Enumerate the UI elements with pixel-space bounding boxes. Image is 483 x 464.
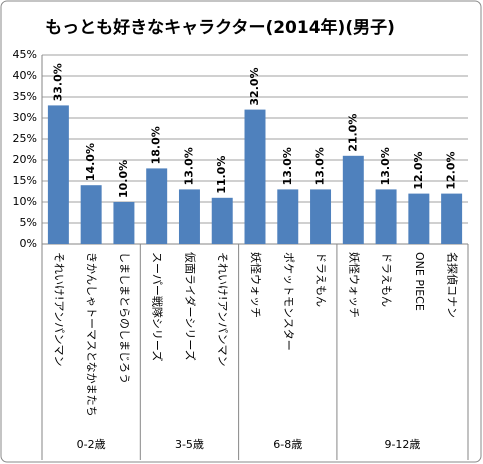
x-tick-label: ドラえもん	[315, 252, 328, 307]
y-tick-label: 15%	[13, 174, 37, 187]
y-tick-label: 40%	[13, 69, 37, 82]
value-label: 13.0%	[182, 147, 195, 185]
bar	[146, 168, 168, 244]
value-label: 10.0%	[117, 160, 130, 198]
bar	[47, 105, 69, 245]
x-tick-label: きかんしゃトーマスとなかまたち	[85, 252, 98, 417]
y-tick-label: 30%	[13, 111, 37, 124]
x-tick-label: それいけ!アンパンマン	[216, 252, 229, 367]
value-label: 21.0%	[346, 114, 359, 152]
value-label: 12.0%	[445, 151, 458, 189]
x-tick-label: ドラえもん	[380, 252, 393, 307]
y-tick-label: 0%	[20, 237, 37, 250]
y-tick-label: 25%	[13, 132, 37, 145]
bar	[277, 189, 299, 244]
x-tick-label: 妖怪ウォッチ	[249, 252, 263, 318]
value-label: 13.0%	[379, 147, 392, 185]
x-tick-label: 名探偵コナン	[446, 252, 460, 318]
value-label: 13.0%	[314, 147, 327, 185]
group-label: 6-8歳	[273, 438, 302, 451]
y-tick-label: 35%	[13, 90, 37, 103]
value-label: 33.0%	[51, 63, 64, 101]
x-tick-label: ONE PIECE	[413, 252, 426, 311]
value-label: 18.0%	[150, 126, 163, 164]
value-label: 12.0%	[412, 151, 425, 189]
x-tick-label: ポケットモンスター	[282, 252, 295, 351]
bar	[375, 189, 397, 244]
bar	[342, 155, 364, 244]
chart-title: もっとも好きなキャラクター(2014年)(男子)	[45, 17, 395, 38]
x-tick-label: しましまとらのしまじろう	[118, 252, 131, 384]
y-tick-label: 45%	[13, 48, 37, 61]
value-label: 11.0%	[215, 156, 228, 194]
bar	[244, 109, 266, 244]
x-tick-label: 仮面ライダーシリーズ	[183, 252, 197, 361]
bar	[408, 193, 430, 244]
bar	[178, 189, 200, 244]
x-tick-label: スーパー戦隊シリーズ	[151, 252, 165, 361]
bar	[113, 202, 135, 244]
value-label: 32.0%	[248, 67, 261, 105]
y-tick-label: 20%	[13, 153, 37, 166]
y-tick-label: 5%	[20, 216, 37, 229]
bar	[441, 193, 463, 244]
bar	[211, 197, 233, 244]
x-tick-label: それいけ!アンパンマン	[52, 252, 65, 367]
value-label: 14.0%	[84, 143, 97, 181]
group-label: 9-12歳	[384, 438, 420, 451]
bar	[80, 185, 102, 244]
group-label: 3-5歳	[175, 438, 204, 451]
bar	[310, 189, 332, 244]
x-tick-label: 妖怪ウォッチ	[347, 252, 361, 318]
value-label: 13.0%	[281, 147, 294, 185]
y-tick-label: 10%	[13, 195, 37, 208]
group-label: 0-2歳	[77, 438, 106, 451]
